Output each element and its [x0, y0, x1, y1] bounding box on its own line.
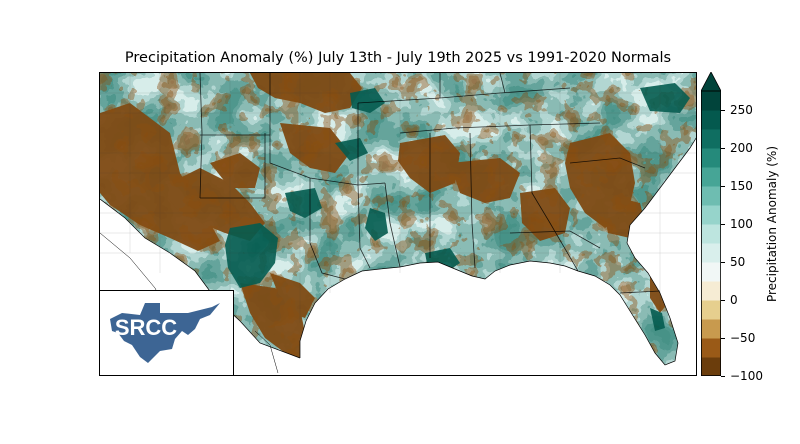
colorbar-tick-mark [721, 186, 725, 187]
srcc-logo-graphic: SRCC [110, 303, 220, 363]
colorbar-tick-label: 200 [730, 141, 753, 155]
colorbar [701, 72, 721, 376]
colorbar-segment [701, 110, 721, 130]
colorbar-tick-mark [721, 262, 725, 263]
county-lines [100, 73, 696, 323]
colorbar-tick-mark [721, 110, 725, 111]
colorbar-tick-label: 0 [730, 293, 738, 307]
colorbar-tick-mark [721, 224, 725, 225]
colorbar-segment [701, 224, 721, 244]
logo-region-shape [110, 303, 220, 363]
colorbar-tick-label: 100 [730, 217, 753, 231]
colorbar-tick-label: 150 [730, 179, 753, 193]
colorbar-segment [701, 281, 721, 301]
colorbar-segment [701, 129, 721, 149]
srcc-logo: SRCC [99, 290, 234, 376]
colorbar-segments [701, 91, 721, 376]
colorbar-tick-mark [721, 300, 725, 301]
wet-anomaly-areas [225, 83, 690, 331]
colorbar-label: Precipitation Anomaly (%) [765, 145, 779, 303]
colorbar-tick-mark [721, 338, 725, 339]
logo-text: SRCC [115, 315, 177, 340]
colorbar-segment [701, 357, 721, 376]
colorbar-tick-label: 50 [730, 255, 746, 269]
colorbar-segment [701, 300, 721, 320]
colorbar-segment [701, 243, 721, 263]
colorbar-segment [701, 186, 721, 206]
colorbar-tick-label: −50 [730, 331, 756, 345]
map-title: Precipitation Anomaly (%) July 13th - Ju… [124, 50, 672, 66]
colorbar-segment [701, 338, 721, 358]
colorbar-segment [701, 167, 721, 187]
colorbar-tick-mark [721, 148, 725, 149]
colorbar-segment [701, 319, 721, 339]
colorbar-segment [701, 148, 721, 168]
colorbar-extend-arrow [701, 72, 721, 92]
colorbar-tick-label: −100 [730, 369, 763, 383]
colorbar-segment [701, 91, 721, 111]
colorbar-tick-mark [721, 376, 725, 377]
colorbar-segment [701, 262, 721, 282]
colorbar-tick-label: 250 [730, 103, 753, 117]
state-boundaries [199, 73, 661, 294]
colorbar-segment [701, 205, 721, 225]
